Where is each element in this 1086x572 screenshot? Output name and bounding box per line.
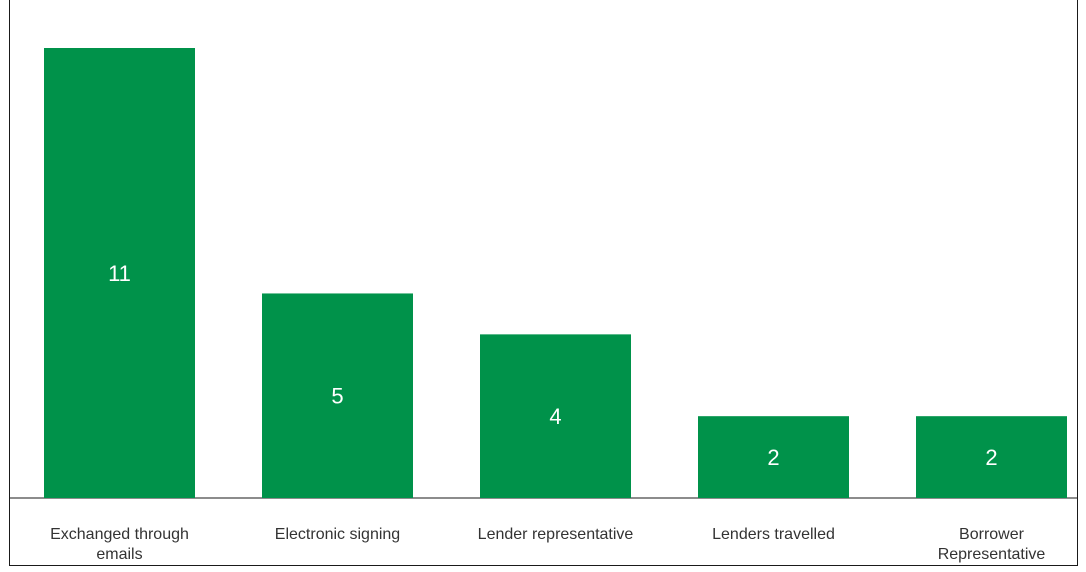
category-label-4: Lenders travelled xyxy=(712,526,835,543)
bar-value-label-1: 11 xyxy=(108,261,131,286)
category-labels-group: Exchanged through emails Electronic signin… xyxy=(50,526,1045,563)
category-label-5: Borrower Representative xyxy=(938,526,1046,563)
category-label-line: Electronic signing xyxy=(275,526,400,543)
bar-5 xyxy=(916,416,1067,498)
bar-value-label-5: 2 xyxy=(985,445,997,470)
category-label-line: emails xyxy=(96,546,142,563)
category-label-line: Borrower xyxy=(959,526,1025,543)
bar-value-label-3: 4 xyxy=(549,404,561,429)
chart-frame xyxy=(9,0,1078,566)
bar-value-label-4: 2 xyxy=(767,445,779,470)
category-label-1: Exchanged through emails xyxy=(50,526,189,563)
category-label-3: Lender representative xyxy=(478,526,634,543)
bar-value-label-2: 5 xyxy=(331,384,343,409)
category-label-2: Electronic signing xyxy=(275,526,400,543)
category-label-line: Lenders travelled xyxy=(712,526,835,543)
bar-4 xyxy=(698,416,849,498)
category-label-line: Lender representative xyxy=(478,526,634,543)
bars-group xyxy=(44,48,1067,498)
category-label-line: Exchanged through xyxy=(50,526,189,543)
bar-2 xyxy=(262,293,413,498)
value-labels-group: 11 5 4 2 2 xyxy=(108,261,998,470)
bar-1 xyxy=(44,48,195,498)
category-label-line: Representative xyxy=(938,546,1046,563)
bar-3 xyxy=(480,334,631,498)
